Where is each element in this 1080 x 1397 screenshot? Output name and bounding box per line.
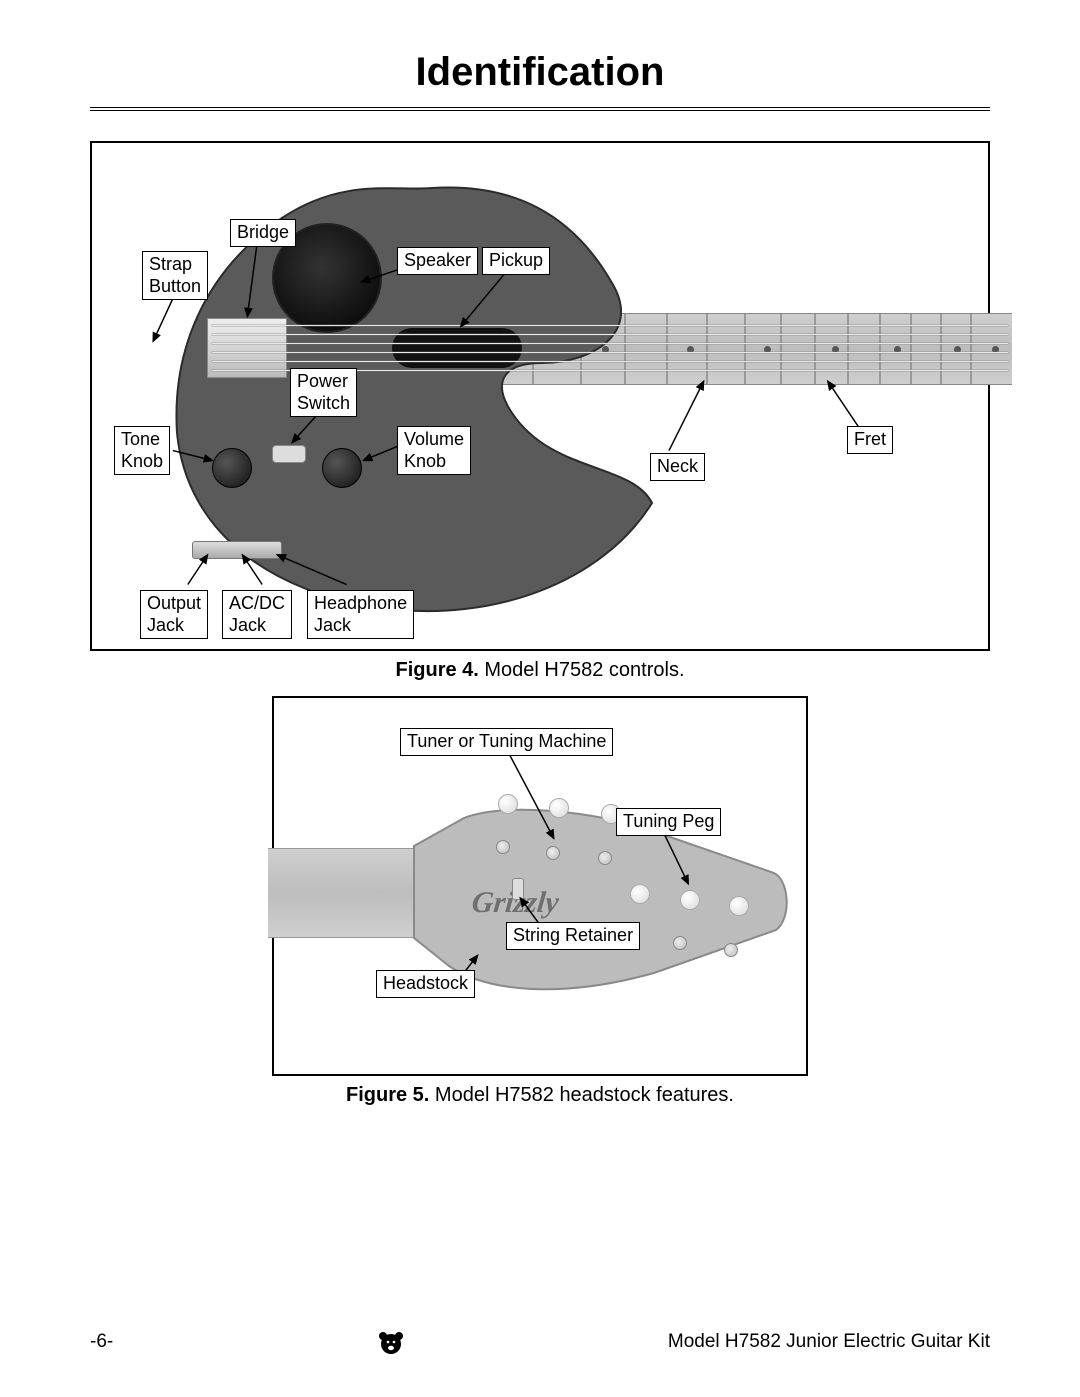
label-headphone-jack: Headphone Jack [307,590,414,639]
title-rule [90,107,990,111]
label-output-jack: Output Jack [140,590,208,639]
label-pickup: Pickup [482,247,550,275]
tuner-post [724,943,738,957]
figure4-caption-text: Model H7582 controls. [479,659,685,681]
strings [212,325,1008,373]
label-string-retainer: String Retainer [506,922,640,950]
tuner-post [673,936,687,950]
page-title: Identification [90,50,990,95]
guitar-string [212,325,1008,326]
label-fret: Fret [847,426,893,454]
label-volume-knob: Volume Knob [397,426,471,475]
tuner-post [598,851,612,865]
jack-plate [192,541,282,559]
guitar-string [212,343,1008,344]
control-knob [322,448,362,488]
figure5-caption-text: Model H7582 headstock features. [429,1084,734,1106]
label-acdc-jack: AC/DC Jack [222,590,292,639]
label-bridge: Bridge [230,219,296,247]
figure5-caption-bold: Figure 5. [346,1084,429,1106]
label-headstock: Headstock [376,970,475,998]
guitar-string [212,352,1008,353]
bear-icon [376,1327,406,1357]
figure4-caption: Figure 4. Model H7582 controls. [90,659,990,682]
tuning-peg [549,798,569,818]
tuner-post [496,840,510,854]
figure-5: Grizzly Tuner or Tuning Machine Tuning P… [272,696,808,1076]
tuning-peg [680,890,700,910]
control-knob [212,448,252,488]
label-strap-button: Strap Button [142,251,208,300]
tuning-peg [498,794,518,814]
string-retainer [512,878,524,900]
tuning-peg [630,884,650,904]
figure-4: Bridge Strap Button Speaker Pickup Power… [90,141,990,651]
label-tuning-peg: Tuning Peg [616,808,721,836]
label-neck: Neck [650,453,705,481]
label-tone-knob: Tone Knob [114,426,170,475]
figure5-caption: Figure 5. Model H7582 headstock features… [90,1084,990,1107]
page-number: -6- [90,1331,113,1353]
page-footer: -6- Model H7582 Junior Electric Guitar K… [90,1327,990,1357]
tuning-peg [729,896,749,916]
guitar-string [212,334,1008,335]
label-tuner: Tuner or Tuning Machine [400,728,613,756]
label-power-switch: Power Switch [290,368,357,417]
label-speaker: Speaker [397,247,478,275]
power-switch [272,445,306,463]
figure4-caption-bold: Figure 4. [395,659,478,681]
footer-text: Model H7582 Junior Electric Guitar Kit [668,1331,990,1353]
tuner-post [546,846,560,860]
guitar-string [212,361,1008,362]
